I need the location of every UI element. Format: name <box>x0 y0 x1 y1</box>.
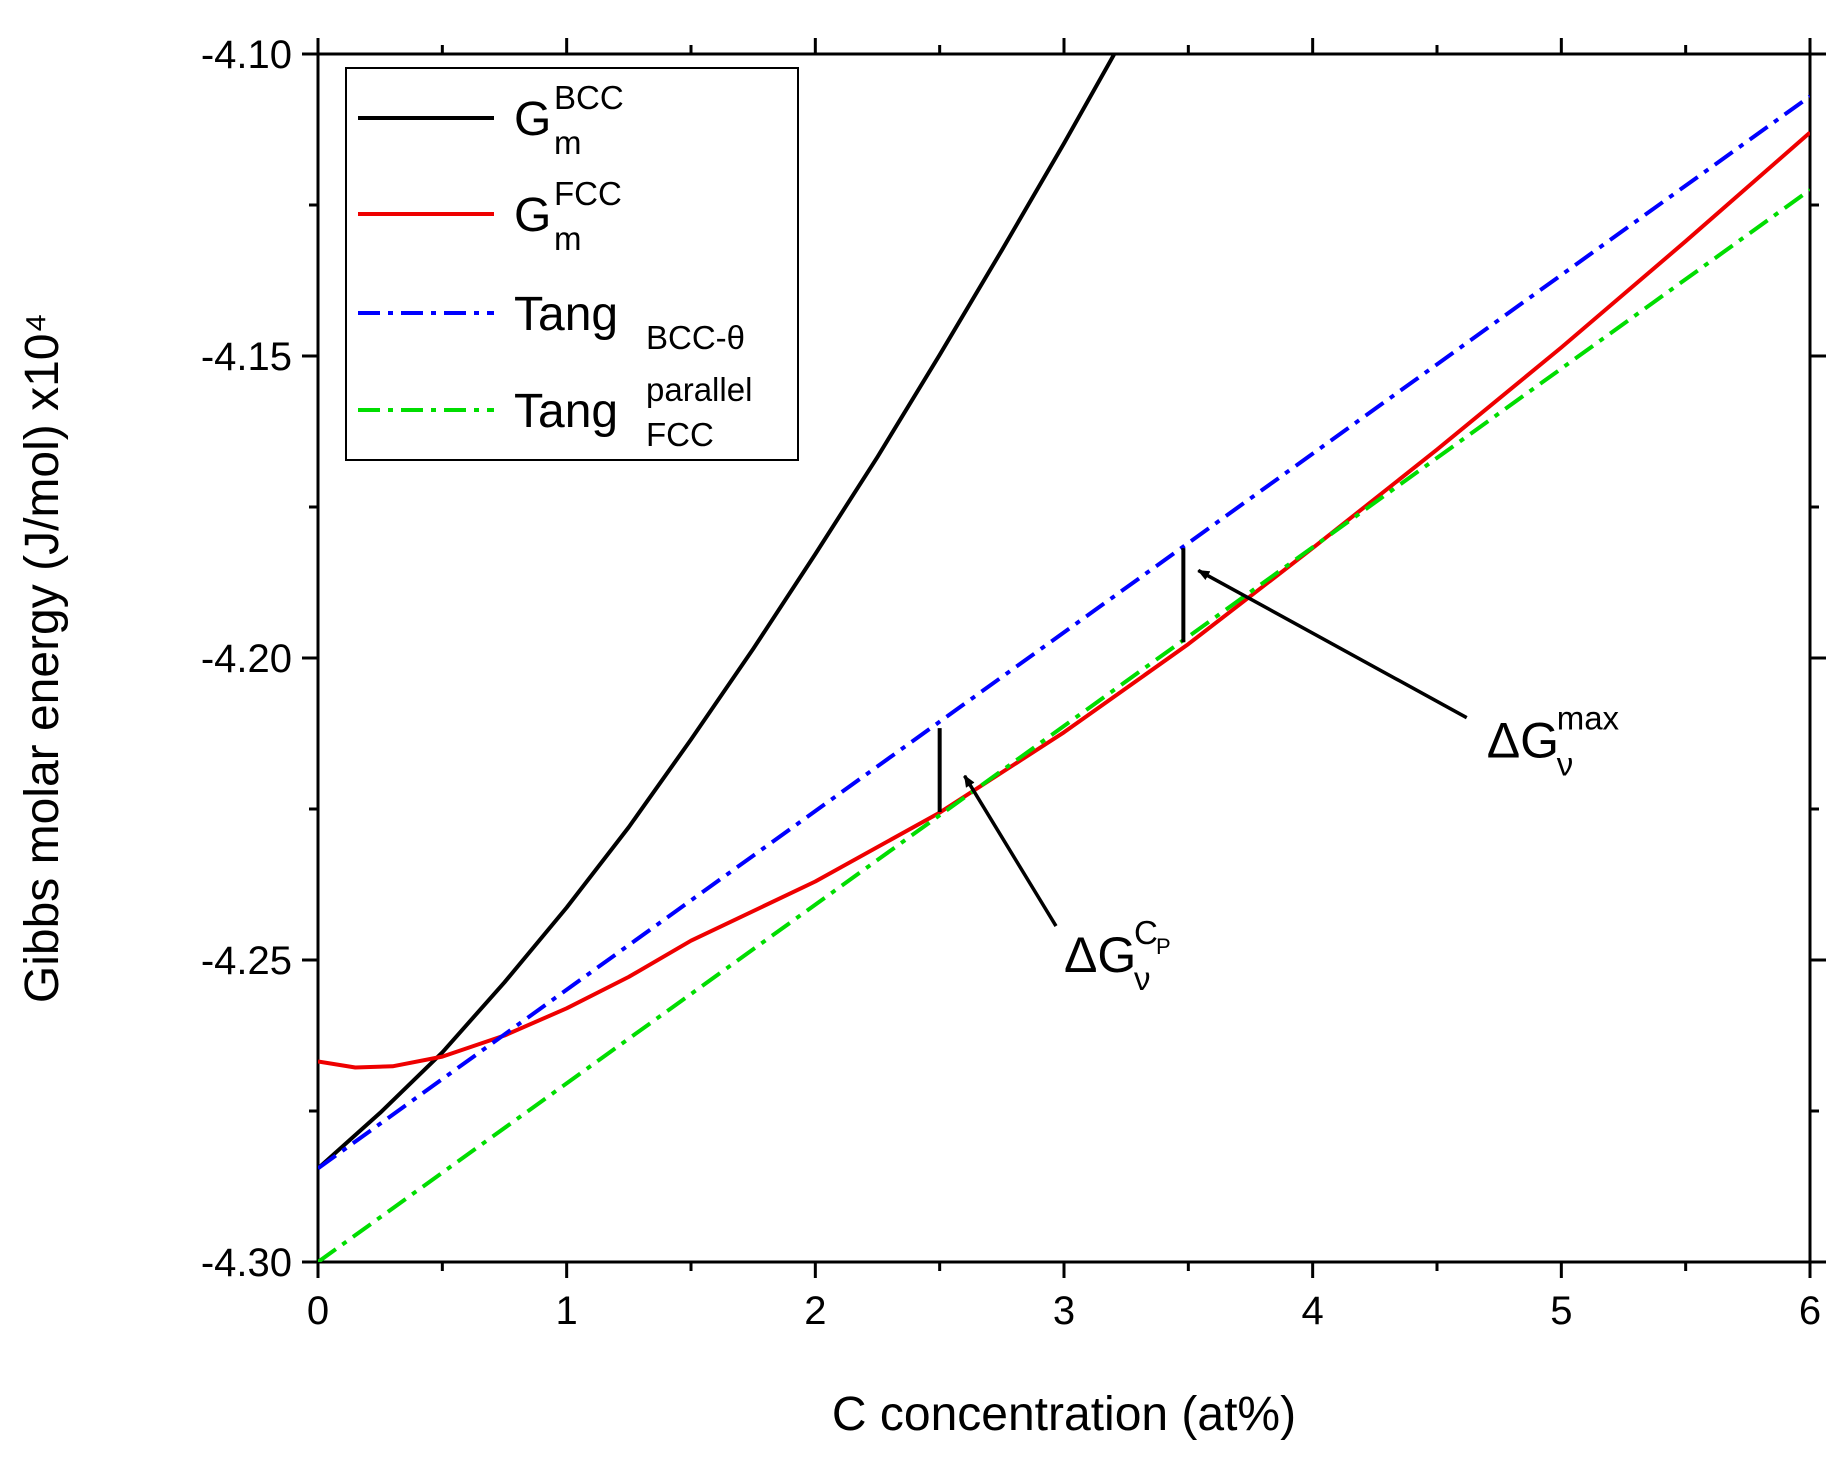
series-line-2 <box>318 94 1810 1171</box>
annotation-subscript: ν <box>1557 746 1574 783</box>
x-tick-label: 3 <box>1053 1289 1075 1333</box>
legend-superscript-1: FCC <box>554 175 622 212</box>
legend-label-1: G <box>514 189 551 242</box>
x-tick-label: 1 <box>556 1289 578 1333</box>
legend-superscript-3: parallel <box>646 371 752 408</box>
annotation-subscript: ν <box>1134 960 1151 997</box>
series-line-3 <box>318 188 1810 1262</box>
legend-subscript-0: m <box>554 124 582 161</box>
annotation-arrow-1 <box>1197 568 1468 720</box>
annotation-superscript-sub: P <box>1156 934 1171 959</box>
x-axis-title: C concentration (at%) <box>832 1388 1296 1441</box>
axis-ticks: 0 1 2 3 4 5 6 -4.30 -4.25 -4.20 -4.15 -4.10 <box>201 33 1826 1333</box>
legend-superscript-0: BCC <box>554 79 624 116</box>
legend-label-3: Tang <box>514 385 618 438</box>
y-tick-label: -4.25 <box>201 939 292 983</box>
x-tick-label: 4 <box>1302 1289 1324 1333</box>
annotation-label-1: ΔGν max <box>1487 700 1620 783</box>
legend-label-2: Tang <box>514 288 618 341</box>
legend-label-0: G <box>514 93 551 146</box>
y-tick-label: -4.20 <box>201 637 292 681</box>
y-tick-label: -4.30 <box>201 1241 292 1285</box>
series-layer <box>318 54 1810 1262</box>
annotation-main: ΔG <box>1487 713 1559 769</box>
x-tick-label: 5 <box>1550 1289 1572 1333</box>
y-tick-label: -4.10 <box>201 33 292 77</box>
annotation-arrow-0 <box>963 774 1058 927</box>
legend-subscript-3: FCC <box>646 416 714 453</box>
legend-subscript-1: m <box>554 220 582 257</box>
y-axis-title: Gibbs molar energy (J/mol) x10⁴ <box>16 313 69 1003</box>
x-tick-label: 2 <box>804 1289 826 1333</box>
legend-subscript-2: BCC-θ <box>646 319 745 356</box>
y-tick-label: -4.15 <box>201 335 292 379</box>
series-line-0 <box>318 54 1117 1170</box>
x-tick-label: 6 <box>1799 1289 1821 1333</box>
annotation-main: ΔG <box>1064 927 1136 983</box>
annotation-superscript: C <box>1134 914 1158 951</box>
series-line-1 <box>318 130 1810 1070</box>
legend-box <box>345 67 799 461</box>
x-tick-label: 0 <box>307 1289 329 1333</box>
annotation-superscript: max <box>1557 700 1620 737</box>
